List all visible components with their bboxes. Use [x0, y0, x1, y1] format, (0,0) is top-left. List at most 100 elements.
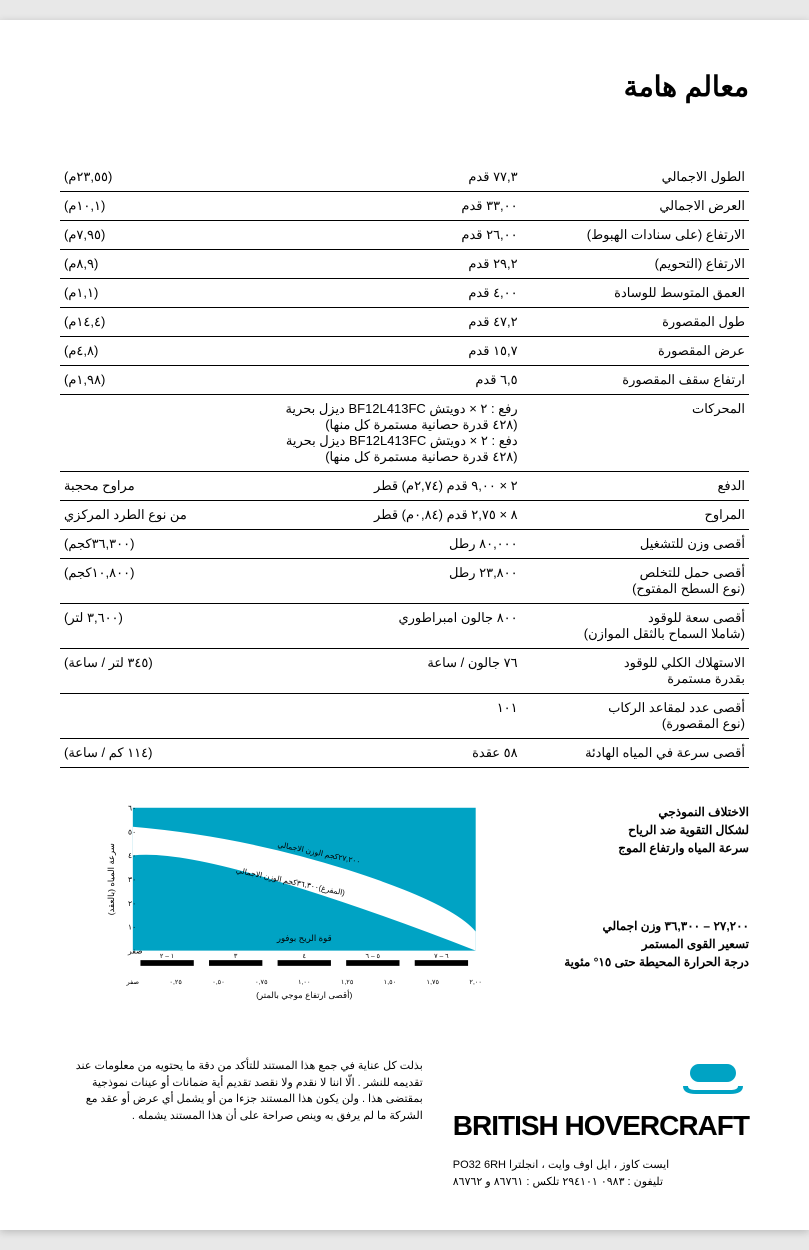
document-page: معالم هامة الطول الاجمالي٧٧,٣ قدم(٢٣,٥٥م…	[0, 20, 809, 1230]
spec-row: العرض الاجمالي٣٣,٠٠ قدم(١٠,١م)	[60, 192, 749, 221]
svg-text:١,٥٠: ١,٥٠	[384, 979, 397, 986]
svg-text:١,٠٠: ١,٠٠	[298, 979, 311, 986]
specifications-table: الطول الاجمالي٧٧,٣ قدم(٢٣,٥٥م)العرض الاج…	[60, 163, 749, 768]
spec-row: الاستهلاك الكلي للوقود بقدرة مستمرة٧٦ جا…	[60, 649, 749, 694]
spec-label: العمق المتوسط للوسادة	[522, 279, 749, 308]
spec-value-2: مراوح محجبة	[60, 472, 246, 501]
spec-value-2: (١,٩٨م)	[60, 366, 246, 395]
spec-value-1: ٢٦,٠٠ قدم	[246, 221, 522, 250]
spec-value-1: ٨ × ٢,٧٥ قدم (٠,٨٤م) قطر	[246, 501, 522, 530]
svg-text:٠,٢٥: ٠,٢٥	[169, 979, 182, 986]
performance-chart: ٢٧,٢٠٠كجم الوزن الاجمالي (المفرغ)٣٦,٣٠٠ك…	[60, 803, 539, 1008]
spec-row: الطول الاجمالي٧٧,٣ قدم(٢٣,٥٥م)	[60, 163, 749, 192]
spec-label: الدفع	[522, 472, 749, 501]
spec-value-1: ١٠١	[246, 694, 522, 739]
svg-text:١ – ٢: ١ – ٢	[160, 953, 175, 960]
spec-value-1: ٦,٥ قدم	[246, 366, 522, 395]
spec-value-2: (٢٣,٥٥م)	[60, 163, 246, 192]
spec-label: أقصى سرعة في المياه الهادئة	[522, 739, 749, 768]
spec-value-2: (١٠,١م)	[60, 192, 246, 221]
spec-label: أقصى سعة للوقود (شاملا السماح بالثقل الم…	[522, 604, 749, 649]
svg-text:٢٠: ٢٠	[128, 899, 136, 908]
spec-value-2: من نوع الطرد المركزي	[60, 501, 246, 530]
page-title: معالم هامة	[60, 70, 749, 103]
spec-label: ارتفاع سقف المقصورة	[522, 366, 749, 395]
spec-label: العرض الاجمالي	[522, 192, 749, 221]
address-line-1: ايست كاوز ، ايل اوف وايت ، انجلترا PO32 …	[453, 1157, 749, 1174]
spec-value-2	[60, 395, 246, 472]
spec-label: أقصى وزن للتشغيل	[522, 530, 749, 559]
footer: بذلت كل عناية في جمع هذا المستند للتأكد …	[60, 1058, 749, 1190]
chart-caption-1: الاختلاف النموذجي لشكال التقوية ضد الريا…	[559, 803, 749, 857]
spec-label: عرض المقصورة	[522, 337, 749, 366]
spec-row: المراوح٨ × ٢,٧٥ قدم (٠,٨٤م) قطرمن نوع ال…	[60, 501, 749, 530]
svg-text:٢,٠٠: ٢,٠٠	[469, 979, 482, 986]
svg-text:١,٢٥: ١,٢٥	[341, 979, 354, 986]
chart-caption: الاختلاف النموذجي لشكال التقوية ضد الريا…	[559, 803, 749, 971]
svg-text:٤٠: ٤٠	[128, 851, 136, 860]
spec-label: الاستهلاك الكلي للوقود بقدرة مستمرة	[522, 649, 749, 694]
spec-row: المحركاترفع : ٢ × دويتش BF12L413FC ديزل …	[60, 395, 749, 472]
chart-svg: ٢٧,٢٠٠كجم الوزن الاجمالي (المفرغ)٣٦,٣٠٠ك…	[60, 803, 539, 1003]
spec-value-1: ٢٣,٨٠٠ رطل	[246, 559, 522, 604]
spec-value-1: ٧٧,٣ قدم	[246, 163, 522, 192]
spec-label: الارتفاع (التحويم)	[522, 250, 749, 279]
spec-label: أقصى عدد لمقاعد الركاب (نوع المقصورة)	[522, 694, 749, 739]
spec-value-2: (٣٦,٣٠٠كجم)	[60, 530, 246, 559]
brand-address: ايست كاوز ، ايل اوف وايت ، انجلترا PO32 …	[453, 1157, 749, 1190]
svg-text:صفر: صفر	[125, 979, 139, 986]
spec-value-2: (٣,٦٠٠ لتر)	[60, 604, 246, 649]
svg-text:٦ – ٧: ٦ – ٧	[434, 953, 449, 960]
spec-row: الارتفاع (التحويم)٢٩,٢ قدم(٨,٩م)	[60, 250, 749, 279]
footer-disclaimer: بذلت كل عناية في جمع هذا المستند للتأكد …	[60, 1058, 423, 1124]
spec-row: أقصى سعة للوقود (شاملا السماح بالثقل الم…	[60, 604, 749, 649]
svg-text:١٠: ١٠	[128, 923, 136, 932]
spec-label: المراوح	[522, 501, 749, 530]
svg-text:صفر: صفر	[127, 946, 143, 955]
svg-text:٤: ٤	[302, 953, 306, 960]
svg-text:٣: ٣	[234, 953, 238, 960]
footer-brand-block: BRITISH HOVERCRAFT ايست كاوز ، ايل اوف و…	[453, 1058, 749, 1190]
spec-value-2: (٤,٨م)	[60, 337, 246, 366]
spec-value-1: ٥٨ عقدة	[246, 739, 522, 768]
svg-text:٥٠: ٥٠	[128, 827, 136, 836]
svg-text:١,٧٥: ١,٧٥	[427, 979, 440, 986]
svg-text:سرعة المياه (بالعقد): سرعة المياه (بالعقد)	[106, 843, 117, 915]
spec-row: الدفع٢ × ٩,٠٠ قدم (٢,٧٤م) قطرمراوح محجبة	[60, 472, 749, 501]
spec-value-1: ٨٠,٠٠٠ رطل	[246, 530, 522, 559]
spec-row: الارتفاع (على سنادات الهبوط)٢٦,٠٠ قدم(٧,…	[60, 221, 749, 250]
svg-text:٠,٥٠: ٠,٥٠	[212, 979, 225, 986]
chart-caption-2: ٢٧,٢٠٠ – ٣٦,٣٠٠ وزن اجمالي تسعير القوى ا…	[559, 917, 749, 971]
spec-label: الطول الاجمالي	[522, 163, 749, 192]
spec-row: عرض المقصورة١٥,٧ قدم(٤,٨م)	[60, 337, 749, 366]
svg-text:٠,٧٥: ٠,٧٥	[255, 979, 268, 986]
hovercraft-logo-icon	[678, 1058, 748, 1098]
svg-text:قوة الريح بوفور: قوة الريح بوفور	[276, 933, 332, 944]
spec-label: أقصى حمل للتخلص (نوع السطح المفتوح)	[522, 559, 749, 604]
svg-text:٥ – ٦: ٥ – ٦	[366, 953, 381, 960]
spec-value-2: (٨,٩م)	[60, 250, 246, 279]
spec-value-1: ٧٦ جالون / ساعة	[246, 649, 522, 694]
spec-label: طول المقصورة	[522, 308, 749, 337]
spec-value-1: ٣٣,٠٠ قدم	[246, 192, 522, 221]
chart-section: الاختلاف النموذجي لشكال التقوية ضد الريا…	[60, 803, 749, 1008]
svg-text:٦٠: ٦٠	[128, 804, 136, 813]
spec-value-1: ٨٠٠ جالون امبراطوري	[246, 604, 522, 649]
spec-label: المحركات	[522, 395, 749, 472]
spec-row: أقصى حمل للتخلص (نوع السطح المفتوح)٢٣,٨٠…	[60, 559, 749, 604]
address-line-2: تليفون : ٠٩٨٣ ٢٩٤١٠١ تلكس : ٨٦٧٦١ و ٨٦٧٦…	[453, 1174, 749, 1191]
spec-value-1: ٢ × ٩,٠٠ قدم (٢,٧٤م) قطر	[246, 472, 522, 501]
spec-value-1: ٤٧,٢ قدم	[246, 308, 522, 337]
spec-value-2: (٣٤٥ لتر / ساعة)	[60, 649, 246, 694]
spec-row: أقصى وزن للتشغيل٨٠,٠٠٠ رطل(٣٦,٣٠٠كجم)	[60, 530, 749, 559]
svg-text:٣٠: ٣٠	[128, 875, 136, 884]
spec-value-2: (٧,٩٥م)	[60, 221, 246, 250]
spec-value-1: ١٥,٧ قدم	[246, 337, 522, 366]
brand-logo-wrap	[453, 1058, 749, 1102]
spec-value-2: (١٤,٤م)	[60, 308, 246, 337]
spec-value-1: ٤,٠٠ قدم	[246, 279, 522, 308]
spec-value-1: ٢٩,٢ قدم	[246, 250, 522, 279]
spec-row: ارتفاع سقف المقصورة٦,٥ قدم(١,٩٨م)	[60, 366, 749, 395]
spec-value-2: (١٠,٨٠٠كجم)	[60, 559, 246, 604]
spec-value-1: رفع : ٢ × دويتش BF12L413FC ديزل بحرية (٤…	[246, 395, 522, 472]
